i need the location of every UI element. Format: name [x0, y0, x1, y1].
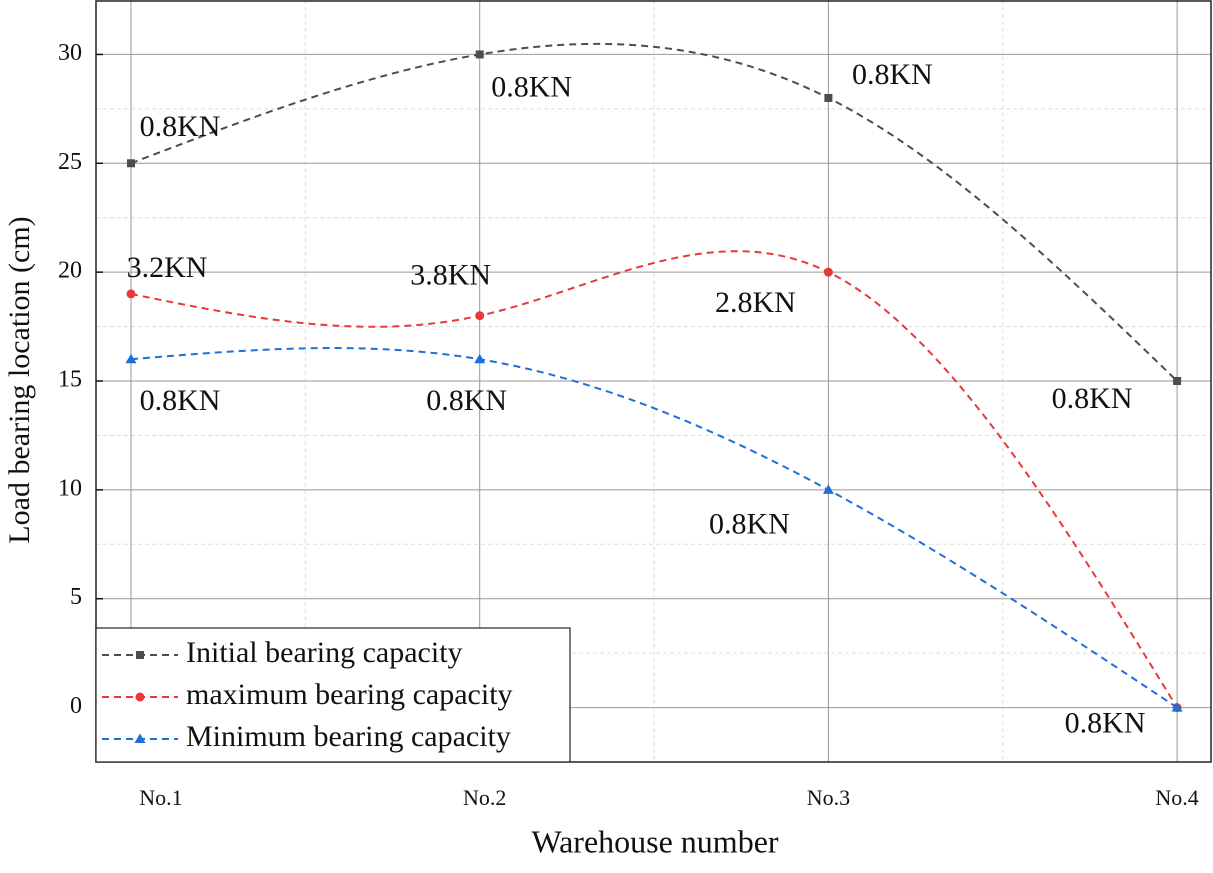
- y-tick-label: 15: [58, 367, 82, 393]
- x-tick-label: No.2: [463, 785, 506, 810]
- point: [136, 651, 144, 659]
- data-label: 0.8KN: [140, 110, 221, 143]
- point: [1173, 377, 1182, 385]
- data-label: 0.8KN: [491, 70, 572, 103]
- data-label: 0.8KN: [1052, 382, 1133, 415]
- point: [475, 50, 484, 59]
- series-line: [130, 347, 1178, 709]
- data-label: 2.8KN: [715, 286, 796, 319]
- series-line: [130, 42, 1178, 382]
- legend-label: maximum bearing capacity: [186, 678, 513, 711]
- y-tick-label: 25: [58, 149, 82, 175]
- point: [474, 353, 486, 364]
- point: [135, 692, 145, 702]
- point: [824, 93, 833, 102]
- x-tick-label: No.1: [139, 785, 182, 810]
- y-axis-label: Load bearing location (cm): [3, 216, 36, 543]
- x-axis-label: Warehouse number: [531, 823, 778, 859]
- legend-label: Initial bearing capacity: [186, 636, 463, 669]
- data-label: 0.8KN: [426, 384, 507, 417]
- data-label: 0.8KN: [852, 58, 933, 91]
- point: [126, 289, 136, 299]
- legend-label: Minimum bearing capacity: [186, 720, 511, 753]
- point: [134, 733, 146, 743]
- point: [475, 311, 485, 321]
- data-label: 3.2KN: [127, 251, 208, 284]
- data-label: 0.8KN: [140, 384, 221, 417]
- data-label: 3.8KN: [410, 259, 491, 292]
- point: [822, 484, 834, 494]
- legend: Initial bearing capacity maximum bearing …: [95, 627, 571, 763]
- y-tick-label: 20: [58, 258, 82, 284]
- point: [1171, 702, 1183, 712]
- data-label: 0.8KN: [709, 508, 790, 541]
- y-tick-label: 10: [58, 475, 82, 501]
- y-tick-label: 5: [70, 584, 82, 610]
- x-tick-label: No.4: [1155, 785, 1198, 810]
- point: [127, 159, 135, 168]
- series-line: [130, 250, 1178, 709]
- point: [823, 267, 833, 277]
- y-tick-label: 30: [58, 40, 82, 66]
- x-tick-label: No.3: [807, 785, 850, 810]
- point: [125, 353, 137, 364]
- data-label: 0.8KN: [1065, 706, 1146, 739]
- y-tick-label: 0: [70, 693, 82, 719]
- plot-frame: [95, 0, 1212, 763]
